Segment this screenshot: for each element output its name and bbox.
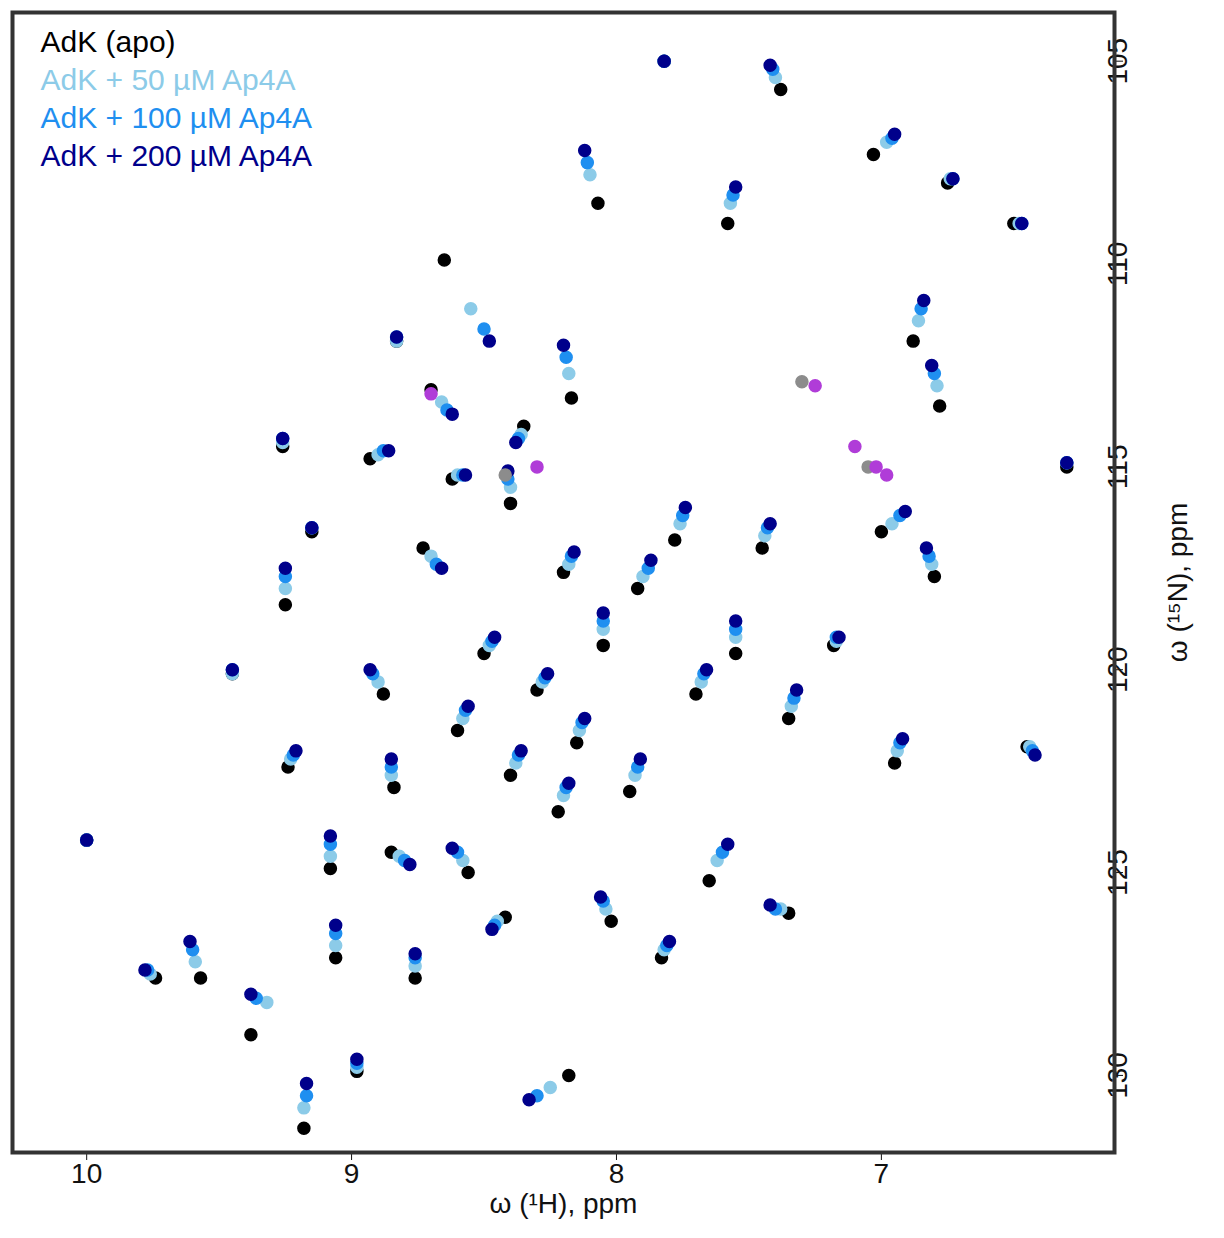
svg-text:8: 8 bbox=[609, 1158, 625, 1189]
svg-text:9: 9 bbox=[344, 1158, 360, 1189]
svg-text:AdK + 100 µM Ap4A: AdK + 100 µM Ap4A bbox=[41, 101, 313, 134]
svg-text:ω (¹⁵N), ppm: ω (¹⁵N), ppm bbox=[1162, 503, 1193, 662]
svg-text:AdK (apo): AdK (apo) bbox=[41, 25, 176, 58]
svg-text:7: 7 bbox=[874, 1158, 890, 1189]
svg-text:105: 105 bbox=[1102, 38, 1133, 85]
svg-text:110: 110 bbox=[1102, 242, 1133, 287]
svg-text:10: 10 bbox=[71, 1158, 102, 1189]
svg-text:ω (¹H), ppm: ω (¹H), ppm bbox=[490, 1188, 638, 1219]
svg-text:130: 130 bbox=[1102, 1052, 1133, 1099]
svg-text:115: 115 bbox=[1102, 445, 1133, 490]
svg-text:125: 125 bbox=[1102, 849, 1133, 896]
svg-text:AdK + 50 µM Ap4A: AdK + 50 µM Ap4A bbox=[41, 63, 296, 96]
svg-text:AdK + 200 µM Ap4A: AdK + 200 µM Ap4A bbox=[41, 139, 313, 172]
svg-text:120: 120 bbox=[1102, 646, 1133, 693]
